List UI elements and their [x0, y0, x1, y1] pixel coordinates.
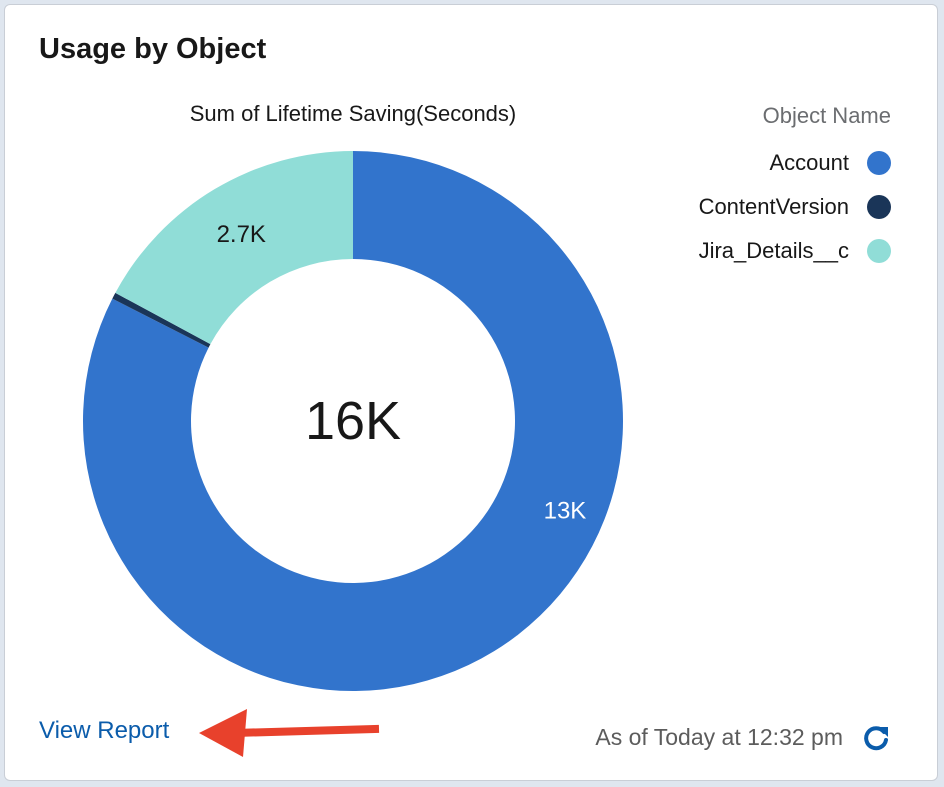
donut-center-total: 16K [305, 391, 401, 451]
legend-swatch [867, 239, 891, 263]
legend-swatch [867, 195, 891, 219]
donut-segment-account[interactable] [82, 151, 624, 691]
chart-title: Sum of Lifetime Saving(Seconds) [190, 101, 517, 126]
view-report-link[interactable]: View Report [39, 717, 170, 744]
donut-data-label: 13K [544, 497, 587, 524]
legend-item-contentversion[interactable]: ContentVersion [699, 185, 891, 229]
donut-segment-contentversion[interactable] [112, 292, 211, 348]
donut-segments [82, 151, 624, 691]
refresh-icon[interactable] [861, 723, 891, 753]
legend-swatch [867, 151, 891, 175]
donut-data-label: 2.7K [217, 221, 266, 248]
legend-label: ContentVersion [698, 194, 849, 219]
usage-by-object-card: Usage by Object Sum of Lifetime Saving(S… [4, 4, 938, 781]
donut-labels: 13K 2.7K [217, 221, 587, 524]
legend-title: Object Name [762, 103, 891, 128]
legend-label: Jira_Details__c [698, 238, 849, 263]
annotation-arrow-icon [199, 709, 380, 757]
donut-segment-jira-details-c[interactable] [115, 151, 353, 345]
legend-item-account[interactable]: Account [699, 141, 891, 185]
card-title: Usage by Object [39, 33, 267, 65]
legend: Object Name Account ContentVersion Jira_… [699, 101, 891, 273]
donut-chart: Sum of Lifetime Saving(Seconds) 13K2.7K … [82, 101, 624, 691]
legend-label: Account [769, 150, 850, 175]
timestamp: As of Today at 12:32 pm [595, 724, 843, 750]
legend-item-jira-details[interactable]: Jira_Details__c [699, 229, 891, 273]
